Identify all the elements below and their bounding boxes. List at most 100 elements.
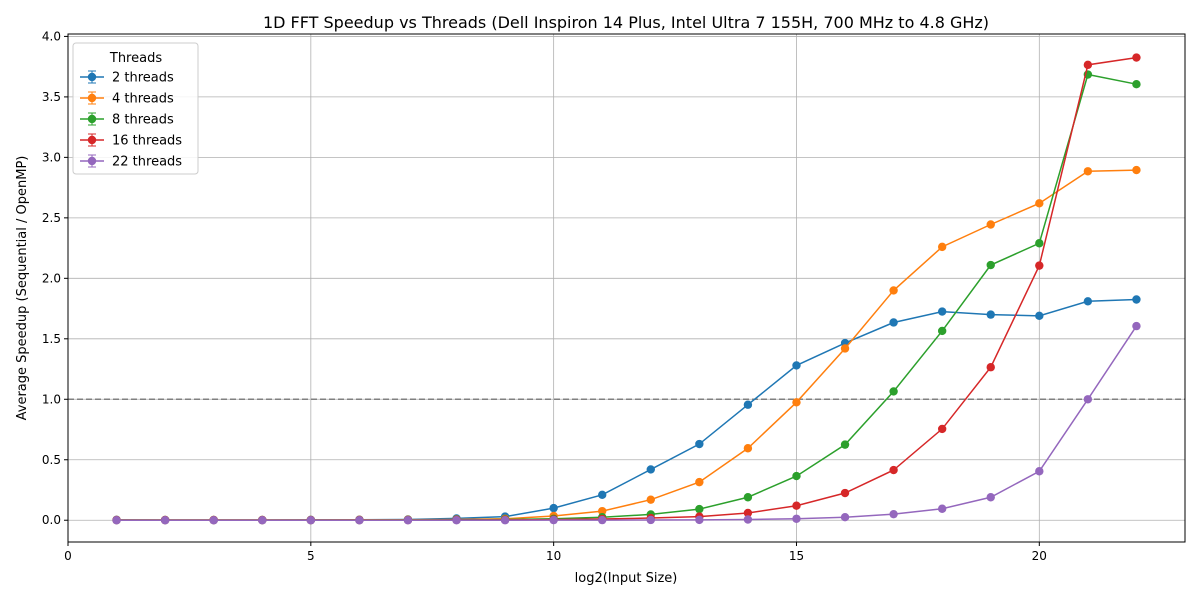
data-point: [937, 504, 947, 513]
data-point: [889, 318, 898, 327]
data-point: [889, 387, 898, 396]
series-2: [112, 70, 1141, 525]
series-group: [112, 53, 1141, 525]
data-point: [112, 516, 121, 525]
data-point: [986, 220, 995, 229]
data-point: [258, 516, 267, 525]
legend-label: 22 threads: [112, 155, 182, 170]
legend-items: 2 threads 4 threads 8 threads 16 threads 22 …: [80, 70, 182, 170]
data-point: [695, 439, 704, 449]
legend-marker: [87, 114, 97, 124]
series-1: [112, 165, 1141, 525]
data-point: [840, 440, 850, 449]
data-point: [1083, 395, 1093, 404]
x-axis-label: log2(Input Size): [575, 571, 678, 586]
data-point: [1083, 60, 1093, 70]
series-0: [112, 295, 1141, 525]
data-point: [743, 508, 753, 518]
data-point: [840, 488, 850, 498]
data-point: [792, 471, 801, 481]
data-point: [695, 504, 704, 514]
data-point: [1035, 261, 1044, 270]
grid: [67, 34, 1185, 542]
y-axis-label: Average Speedup (Sequential / OpenMP): [15, 156, 30, 421]
data-point: [355, 516, 364, 525]
series-4: [112, 321, 1141, 525]
legend: Threads 2 threads 4 threads 8 threads 16 th…: [72, 42, 199, 175]
data-point: [1035, 311, 1044, 321]
series-line: [116, 56, 1137, 521]
legend-label: 2 threads: [112, 71, 174, 86]
data-point: [646, 465, 655, 474]
data-point: [695, 515, 704, 525]
y-tick-label: 0.0: [42, 513, 61, 527]
legend-label: 16 threads: [112, 134, 182, 149]
data-point: [598, 490, 607, 500]
legend-marker: [87, 72, 97, 82]
legend-marker: [87, 135, 97, 145]
legend-item: 4 threads: [80, 91, 174, 107]
x-tick-label: 5: [307, 549, 315, 563]
data-point: [743, 515, 753, 524]
legend-label: 4 threads: [112, 92, 174, 107]
x-tick-label: 0: [64, 549, 72, 563]
legend-label: 8 threads: [112, 113, 174, 128]
data-point: [1132, 165, 1141, 175]
x-tick-label: 10: [546, 549, 561, 563]
data-point: [1083, 167, 1093, 176]
data-point: [792, 361, 801, 370]
data-point: [937, 326, 947, 336]
data-point: [1132, 53, 1141, 62]
data-point: [160, 516, 170, 525]
legend-item: 16 threads: [80, 133, 182, 149]
data-point: [792, 514, 801, 523]
y-tick-label: 3.0: [42, 150, 61, 164]
y-tick-label: 2.5: [42, 211, 61, 225]
x-axis-ticks: 0 5 10 15 20: [64, 542, 1047, 563]
data-point: [646, 495, 655, 504]
x-tick-label: 15: [789, 549, 804, 563]
data-point: [549, 503, 558, 513]
series-line: [116, 73, 1137, 521]
series-line: [116, 325, 1138, 521]
data-point: [889, 509, 898, 519]
data-point: [500, 516, 510, 525]
legend-item: 2 threads: [80, 70, 174, 86]
data-point: [889, 286, 898, 295]
data-point: [937, 242, 947, 252]
data-point: [1035, 239, 1044, 248]
legend-box: [72, 42, 199, 175]
y-tick-label: 0.5: [42, 453, 61, 467]
series-line: [116, 169, 1137, 521]
data-point: [695, 477, 704, 487]
legend-title: Threads: [109, 51, 162, 66]
data-point: [598, 506, 607, 516]
legend-item: 22 threads: [80, 154, 182, 170]
data-point: [1035, 199, 1044, 208]
data-point: [1132, 295, 1141, 304]
x-tick-label: 20: [1032, 549, 1047, 563]
data-point: [306, 516, 316, 525]
data-point: [937, 424, 947, 434]
legend-marker: [87, 93, 97, 103]
data-point: [549, 515, 558, 525]
data-point: [743, 444, 753, 453]
data-point: [986, 363, 995, 372]
data-point: [452, 516, 461, 525]
data-point: [937, 307, 947, 316]
data-point: [403, 516, 413, 525]
plot-frame: [67, 33, 1186, 543]
data-point: [1083, 297, 1093, 306]
y-tick-label: 1.0: [42, 392, 61, 406]
data-point: [743, 400, 753, 409]
data-point: [1035, 467, 1044, 476]
data-point: [209, 516, 218, 525]
data-point: [986, 260, 995, 270]
data-point: [840, 344, 850, 353]
data-point: [1132, 321, 1141, 331]
legend-item: 8 threads: [80, 112, 174, 128]
data-point: [792, 398, 801, 407]
data-point: [986, 493, 995, 502]
data-point: [646, 515, 655, 525]
